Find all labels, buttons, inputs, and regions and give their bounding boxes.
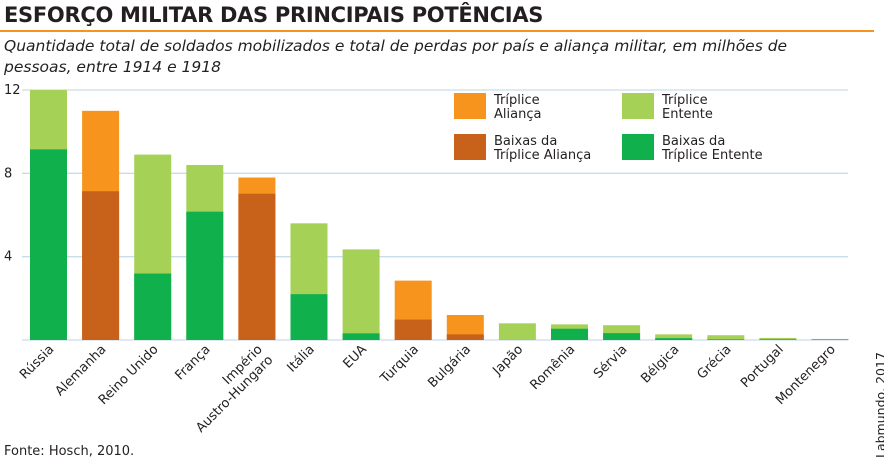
legend-label: Baixas da Tríplice Entente [661, 134, 763, 163]
bar-losses [134, 273, 172, 340]
bar-losses [655, 338, 693, 340]
bar-total [707, 335, 745, 340]
bar-losses [446, 334, 484, 340]
bar-losses [759, 339, 797, 340]
legend-label: Tríplice Entente [661, 93, 713, 122]
bar-losses [186, 211, 224, 340]
y-tick-label: 4 [4, 250, 12, 265]
bar-total [498, 323, 536, 340]
bar-total [655, 334, 693, 340]
x-tick-label: EUA [340, 342, 370, 372]
x-tick-label: Alemanha [52, 342, 109, 399]
legend-swatch [454, 134, 486, 160]
legend-swatch [454, 93, 486, 119]
bar-losses [290, 294, 328, 340]
bar-losses [238, 193, 276, 340]
legend: Tríplice Aliança Tríplice Entente Baixas da T… [454, 93, 763, 163]
bar-losses [82, 191, 120, 340]
bars [30, 90, 849, 340]
y-tick-label: 8 [4, 166, 12, 181]
legend-label: Tríplice Aliança [493, 93, 541, 122]
x-tick-label: Grécia [694, 342, 734, 382]
x-tick-label: Bélgica [638, 342, 682, 386]
x-tick-label: Portugal [738, 342, 787, 391]
x-tick-label: Itália [285, 342, 318, 375]
chart-subtitle: Quantidade total de soldados mobilizados… [4, 37, 788, 76]
x-tick-label: Rússia [17, 342, 57, 382]
x-tick-label: Sérvia [591, 342, 631, 382]
bar-losses [342, 333, 380, 340]
legend-label: Baixas da Tríplice Aliança [493, 134, 591, 163]
chart-title: ESFORÇO MILITAR DAS PRINCIPAIS POTÊNCIAS [4, 3, 544, 27]
x-tick-label: Japão [489, 342, 526, 379]
x-tick-label: Romênia [527, 342, 578, 393]
x-tick-label: França [172, 342, 213, 383]
legend-swatch [622, 93, 654, 119]
y-tick-label: 12 [4, 83, 21, 98]
legend-swatch [622, 134, 654, 160]
bar-losses [603, 333, 641, 340]
bar-total [811, 338, 849, 340]
bar-losses [394, 319, 432, 340]
bar-losses [30, 149, 67, 340]
bar-total [759, 337, 797, 340]
x-tick-label: Bulgária [425, 342, 474, 391]
bar-losses [551, 328, 588, 340]
credit-note: Labmundo, 2017 [873, 352, 884, 458]
y-axis: 4 8 12 [4, 83, 21, 265]
title-rule [0, 30, 874, 32]
bar-total [342, 249, 380, 340]
x-tick-label: Turquia [377, 342, 422, 387]
bar-losses [707, 339, 745, 340]
source-note: Fonte: Hosch, 2010. [4, 444, 135, 459]
